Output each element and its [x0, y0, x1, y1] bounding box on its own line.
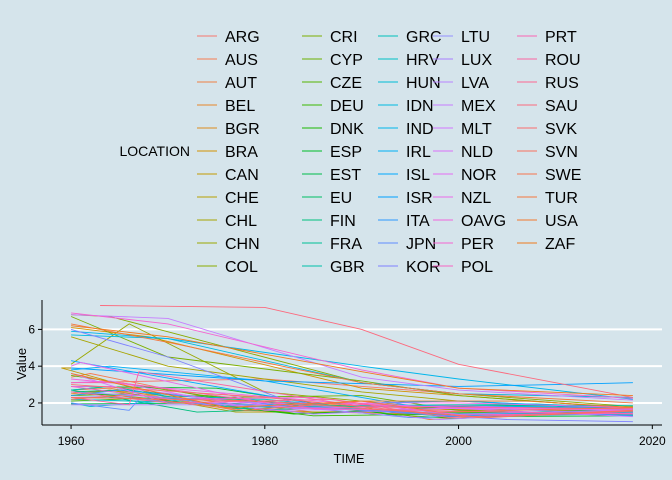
- legend-label-bra: BRA: [225, 144, 258, 161]
- series-line-nzl: [70, 362, 633, 408]
- legend-label-lux: LUX: [461, 52, 492, 69]
- series-line-rus: [71, 391, 633, 419]
- legend-label-can: CAN: [225, 167, 259, 184]
- legend-label-fin: FIN: [330, 213, 356, 230]
- legend-label-aut: AUT: [225, 75, 257, 92]
- legend-label-nzl: NZL: [461, 190, 491, 207]
- legend-label-esp: ESP: [330, 144, 362, 161]
- series-line-svn: [71, 396, 633, 419]
- legend-label-ltu: LTU: [461, 29, 490, 46]
- legend-label-cri: CRI: [330, 29, 358, 46]
- legend-label-zaf: ZAF: [545, 236, 575, 253]
- y-tick-label: 4: [28, 359, 35, 373]
- legend-label-deu: DEU: [330, 98, 364, 115]
- legend-label-cze: CZE: [330, 75, 362, 92]
- series-line-prt: [71, 382, 633, 415]
- legend-label-fra: FRA: [330, 236, 362, 253]
- legend-label-jpn: JPN: [406, 236, 436, 253]
- legend-label-rou: ROU: [545, 52, 581, 69]
- legend-label-che: CHE: [225, 190, 259, 207]
- legend-label-col: COL: [225, 259, 258, 276]
- legend-label-ind: IND: [406, 121, 434, 138]
- legend-label-isl: ISL: [406, 167, 430, 184]
- y-axis-title: Value: [14, 348, 29, 380]
- legend-label-idn: IDN: [406, 98, 434, 115]
- legend-label-kor: KOR: [406, 259, 441, 276]
- series-line-swe: [71, 395, 633, 413]
- legend-label-prt: PRT: [545, 29, 577, 46]
- legend-label-mex: MEX: [461, 98, 496, 115]
- legend-label-chn: CHN: [225, 236, 260, 253]
- legend-label-est: EST: [330, 167, 361, 184]
- legend-label-arg: ARG: [225, 29, 260, 46]
- legend-label-bgr: BGR: [225, 121, 260, 138]
- legend-label-mlt: MLT: [461, 121, 492, 138]
- plot-panel: [42, 305, 662, 423]
- series-line-rou: [71, 371, 633, 409]
- legend-label-svn: SVN: [545, 144, 578, 161]
- legend-label-hun: HUN: [406, 75, 441, 92]
- legend-title: LOCATION: [119, 143, 190, 159]
- x-tick-label: 1980: [251, 434, 278, 448]
- legend-label-pol: POL: [461, 259, 493, 276]
- legend-label-svk: SVK: [545, 121, 577, 138]
- y-tick-label: 2: [28, 396, 35, 410]
- legend: LOCATION ARG AUS AUT BEL BGR BRA CAN CHE CHL CHN C…: [119, 29, 581, 276]
- x-tick-label: 2000: [445, 434, 472, 448]
- legend-label-dnk: DNK: [330, 121, 364, 138]
- legend-label-irl: IRL: [406, 144, 431, 161]
- legend-label-oavg: OAVG: [461, 213, 506, 230]
- series-line-tur: [71, 323, 633, 404]
- legend-label-aus: AUS: [225, 52, 258, 69]
- legend-label-eu: EU: [330, 190, 352, 207]
- legend-label-gbr: GBR: [330, 259, 365, 276]
- legend-label-lva: LVA: [461, 75, 489, 92]
- legend-label-rus: RUS: [545, 75, 579, 92]
- legend-label-chl: CHL: [225, 213, 257, 230]
- legend-label-tur: TUR: [545, 190, 578, 207]
- series-line-pol: [71, 385, 633, 416]
- legend-label-nor: NOR: [461, 167, 497, 184]
- legend-label-usa: USA: [545, 213, 578, 230]
- series-line-usa: [71, 373, 633, 408]
- axes: 1960 1980 2000 2020 2 4 6: [28, 300, 666, 448]
- x-tick-label: 2020: [639, 434, 666, 448]
- x-axis-title: TIME: [333, 451, 364, 466]
- legend-label-ita: ITA: [406, 213, 430, 230]
- series-line-isr: [71, 367, 633, 387]
- series-line-mex: [71, 314, 633, 401]
- series-line-sau: [100, 305, 633, 398]
- series-line-zaf: [71, 325, 633, 397]
- legend-label-isr: ISR: [406, 190, 433, 207]
- y-tick-label: 6: [28, 322, 35, 336]
- series-line-cri: [70, 316, 633, 409]
- legend-label-per: PER: [461, 236, 494, 253]
- series-line-kor: [70, 328, 633, 423]
- legend-label-bel: BEL: [225, 98, 255, 115]
- legend-label-cyp: CYP: [330, 52, 363, 69]
- legend-label-sau: SAU: [545, 98, 578, 115]
- legend-label-swe: SWE: [545, 167, 581, 184]
- legend-label-hrv: HRV: [406, 52, 440, 69]
- series-line-per: [71, 312, 633, 399]
- x-tick-label: 1960: [58, 434, 85, 448]
- legend-label-grc: GRC: [406, 29, 442, 46]
- legend-label-nld: NLD: [461, 144, 493, 161]
